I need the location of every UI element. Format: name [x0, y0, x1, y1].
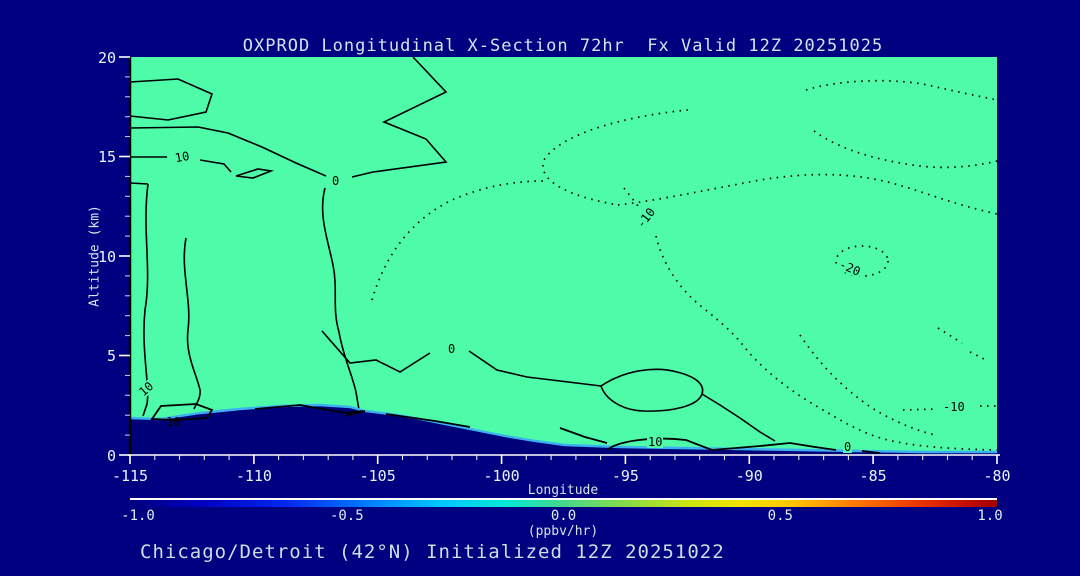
colorbar-tick-label: -0.5 — [329, 508, 364, 524]
y-axis-title: Altitude (km) — [87, 205, 103, 307]
y-tick-label: 0 — [106, 447, 116, 465]
axes — [119, 56, 1000, 464]
colorbar-top-line — [130, 498, 997, 500]
contour-label: 10 — [173, 148, 192, 166]
colorbar-tick-label: 0.5 — [767, 508, 793, 524]
page-title: OXPROD Longitudinal X-Section 72hr Fx Va… — [242, 36, 884, 56]
x-tick-label: -95 — [611, 467, 639, 485]
x-tick-label: -80 — [983, 467, 1011, 485]
contour-label: 0 — [843, 440, 853, 454]
y-tick-label: 15 — [97, 148, 116, 166]
x-major-ticks — [129, 455, 998, 464]
initialization-caption: Chicago/Detroit (42°N) Initialized 12Z 2… — [140, 541, 725, 563]
contour-label: 10 — [166, 415, 181, 429]
colorbar-tick-label: -1.0 — [121, 508, 155, 524]
surface-contours — [150, 403, 881, 454]
x-minor-ticks — [154, 455, 973, 460]
terrain-edge — [129, 403, 997, 454]
y-tick-label: 10 — [97, 248, 116, 266]
dotted-contours — [371, 79, 998, 451]
x-axis-title: Longitude — [527, 483, 599, 498]
x-tick-label: -110 — [235, 467, 272, 485]
x-tick-label: -105 — [359, 467, 396, 485]
y-minor-ticks — [125, 76, 130, 436]
x-tick-label: -100 — [483, 467, 520, 485]
x-tick-label: -90 — [735, 467, 763, 485]
plot-area — [130, 57, 997, 455]
y-tick-label: 5 — [106, 347, 116, 365]
x-tick-label: -115 — [111, 467, 149, 485]
contour-label: 0 — [331, 174, 341, 188]
colorbar-tick-label: 1.0 — [977, 508, 1003, 524]
terrain — [129, 403, 997, 455]
colorbar — [130, 500, 997, 507]
x-tick-label: -85 — [859, 467, 887, 485]
y-tick-label: 20 — [97, 49, 116, 67]
contour-label: 0 — [447, 342, 457, 356]
y-major-ticks — [119, 56, 130, 456]
contour-label: -10 — [942, 400, 966, 414]
colorbar-tick-label: 0.0 — [550, 508, 577, 524]
contour-label: 10 — [647, 435, 664, 449]
colorbar-units-label: (ppbv/hr) — [527, 524, 599, 539]
